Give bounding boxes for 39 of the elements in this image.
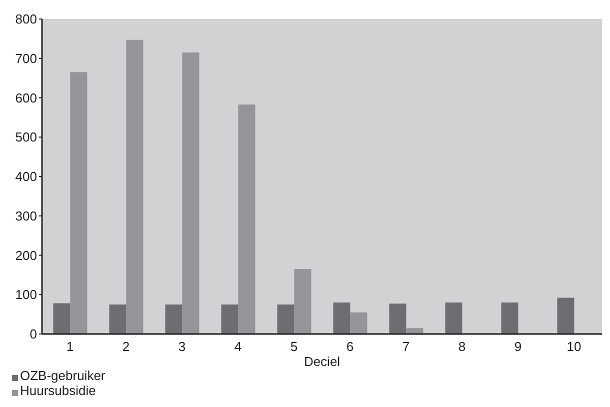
bar (294, 269, 312, 334)
bar (406, 328, 424, 334)
x-axis-title: Deciel (304, 354, 340, 369)
y-tick-label: 300 (15, 208, 37, 224)
bar (389, 304, 406, 334)
x-tick-label: 8 (458, 339, 466, 354)
bar (557, 298, 574, 334)
y-tick-label: 600 (15, 90, 37, 106)
x-tick-label: 2 (122, 339, 130, 354)
legend-label: OZB-gebruiker (20, 368, 106, 383)
y-tick-label: 200 (15, 248, 37, 263)
y-tick-label: 800 (15, 12, 37, 27)
bar (70, 72, 88, 334)
bar (109, 304, 126, 334)
x-tick-label: 7 (402, 339, 410, 354)
x-tick-label: 10 (566, 339, 582, 354)
y-tick-label: 100 (15, 287, 37, 302)
x-tick-label: 1 (66, 339, 74, 354)
y-tick-label: 400 (15, 169, 37, 184)
bar (333, 302, 350, 334)
x-tick-label: 6 (346, 339, 354, 354)
y-tick-label: 500 (15, 130, 37, 145)
x-tick-label: 9 (514, 339, 522, 354)
bar (221, 304, 238, 334)
x-tick-label: 3 (178, 339, 186, 354)
legend-label: Huursubsidie (20, 383, 96, 398)
bar (350, 312, 368, 334)
bar (53, 303, 70, 334)
bar (182, 52, 200, 334)
x-tick-label: 4 (234, 339, 242, 354)
bar (238, 104, 256, 334)
bar (277, 304, 294, 334)
y-tick-label: 0 (30, 326, 37, 342)
bar (501, 302, 518, 334)
x-tick-label: 5 (290, 339, 298, 354)
bar (165, 304, 182, 334)
bar (126, 40, 144, 334)
bar (445, 302, 462, 334)
y-tick-label: 700 (15, 50, 37, 66)
